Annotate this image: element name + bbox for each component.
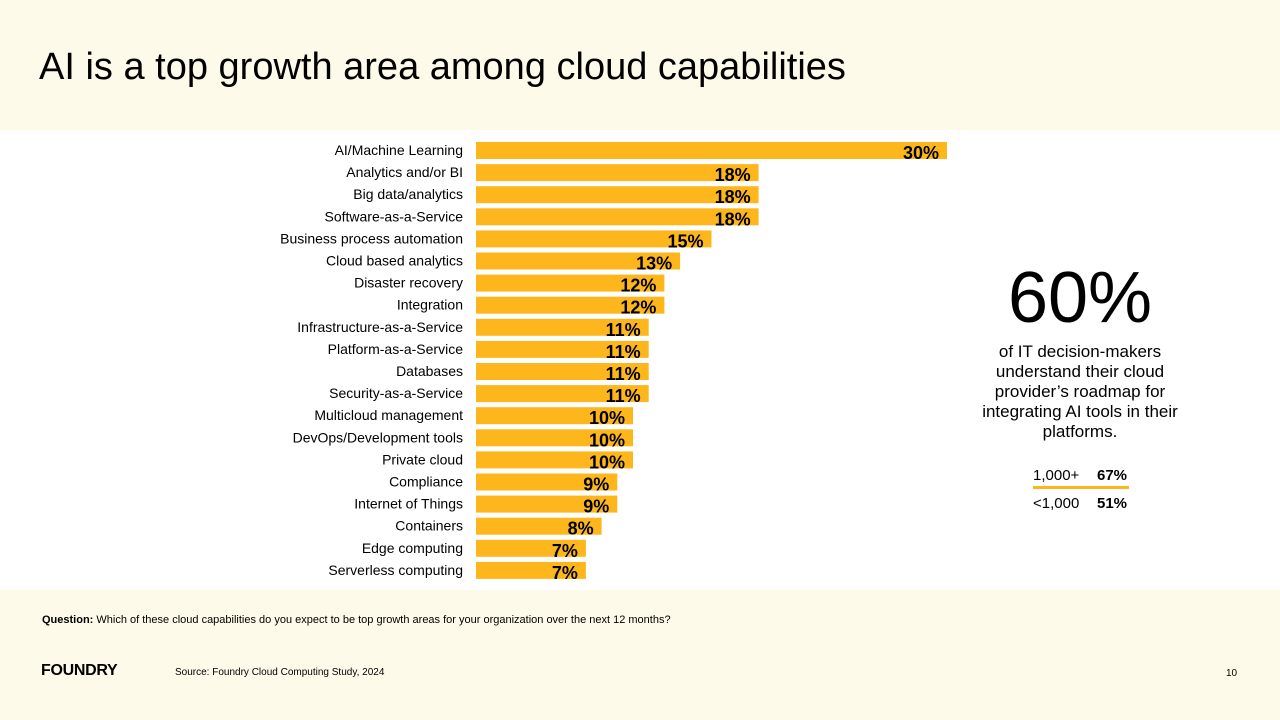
data-label: 7% [552, 541, 578, 561]
bar [476, 208, 759, 226]
bar [476, 274, 665, 292]
category-label: AI/Machine Learning [335, 142, 463, 158]
bar [476, 539, 586, 557]
data-label: 12% [620, 276, 656, 296]
bar [476, 451, 633, 469]
data-label: 15% [667, 231, 703, 251]
bar [476, 407, 633, 425]
category-label: Platform-as-a-Service [328, 341, 464, 357]
data-label: 18% [715, 209, 751, 229]
data-label: 11% [606, 342, 641, 362]
bar [476, 517, 602, 535]
footer-band [0, 590, 1280, 720]
category-label: Analytics and/or BI [346, 164, 463, 180]
category-label: Multicloud management [314, 407, 463, 423]
category-label: Infrastructure-as-a-Service [297, 319, 463, 335]
bar [476, 252, 681, 270]
bar [476, 561, 586, 579]
data-label: 9% [583, 497, 609, 517]
bar [476, 473, 618, 491]
source-note: Source: Foundry Cloud Computing Study, 2… [175, 667, 385, 678]
segment-label: 1,000+ [1033, 467, 1080, 484]
bar-chart: AI/Machine Learning 30% Analytics and/or B… [280, 142, 947, 583]
data-label: 11% [606, 364, 641, 384]
category-label: Cloud based analytics [326, 253, 463, 269]
bar [476, 495, 618, 513]
bar [476, 230, 712, 248]
page-number: 10 [1226, 668, 1238, 679]
category-label: Business process automation [280, 230, 463, 246]
data-label: 30% [903, 143, 939, 163]
data-label: 9% [583, 475, 609, 495]
category-label: Serverless computing [328, 562, 463, 578]
category-label: Databases [396, 363, 463, 379]
data-label: 18% [715, 165, 751, 185]
data-label: 10% [589, 452, 625, 472]
bar [476, 296, 665, 314]
segment-label: <1,000 [1033, 495, 1080, 512]
bar [476, 340, 649, 358]
segment-value: 67% [1097, 467, 1128, 484]
category-label: Big data/analytics [353, 186, 463, 202]
segment-large: 1,000+ 67% [1033, 467, 1127, 484]
data-label: 8% [568, 519, 594, 539]
data-label: 10% [589, 408, 625, 428]
stat-value: 60% [1007, 258, 1153, 338]
category-label: Disaster recovery [354, 275, 463, 291]
category-label: Internet of Things [354, 496, 463, 512]
survey-question: Question: Which of these cloud capabilit… [42, 614, 671, 626]
data-label: 11% [606, 386, 641, 406]
page-title: AI is a top growth area among cloud capa… [39, 46, 846, 88]
bar [476, 363, 649, 380]
data-label: 7% [552, 563, 578, 583]
bar [476, 318, 649, 336]
question-text: Which of these cloud capabilities do you… [93, 614, 671, 626]
data-label: 13% [636, 254, 672, 274]
segment-value: 51% [1097, 495, 1128, 512]
data-label: 10% [589, 430, 625, 450]
category-label: Private cloud [382, 451, 463, 467]
category-label: Integration [397, 297, 463, 313]
bar [476, 186, 759, 204]
category-label: Software-as-a-Service [325, 208, 464, 224]
foundry-logo: FOUNDRY [41, 662, 118, 679]
category-label: Compliance [389, 474, 463, 490]
bar [476, 429, 633, 447]
data-label: 18% [715, 187, 751, 207]
category-label: Security-as-a-Service [329, 385, 463, 401]
stat-callout: 60% of IT decision-makers understand the… [960, 260, 1200, 442]
data-label: 11% [606, 320, 641, 340]
category-label: Containers [395, 518, 463, 534]
bar [476, 385, 649, 403]
segment-small: <1,000 51% [1033, 495, 1127, 512]
bar [476, 142, 947, 159]
question-label: Question: [42, 614, 94, 626]
category-label: DevOps/Development tools [293, 429, 463, 445]
header-band [0, 0, 1280, 130]
bar [476, 164, 759, 182]
segment-divider [1033, 486, 1129, 489]
stat-description: of IT decision-makers understand their c… [982, 342, 1178, 441]
category-label: Edge computing [362, 540, 463, 556]
data-label: 12% [620, 298, 656, 318]
